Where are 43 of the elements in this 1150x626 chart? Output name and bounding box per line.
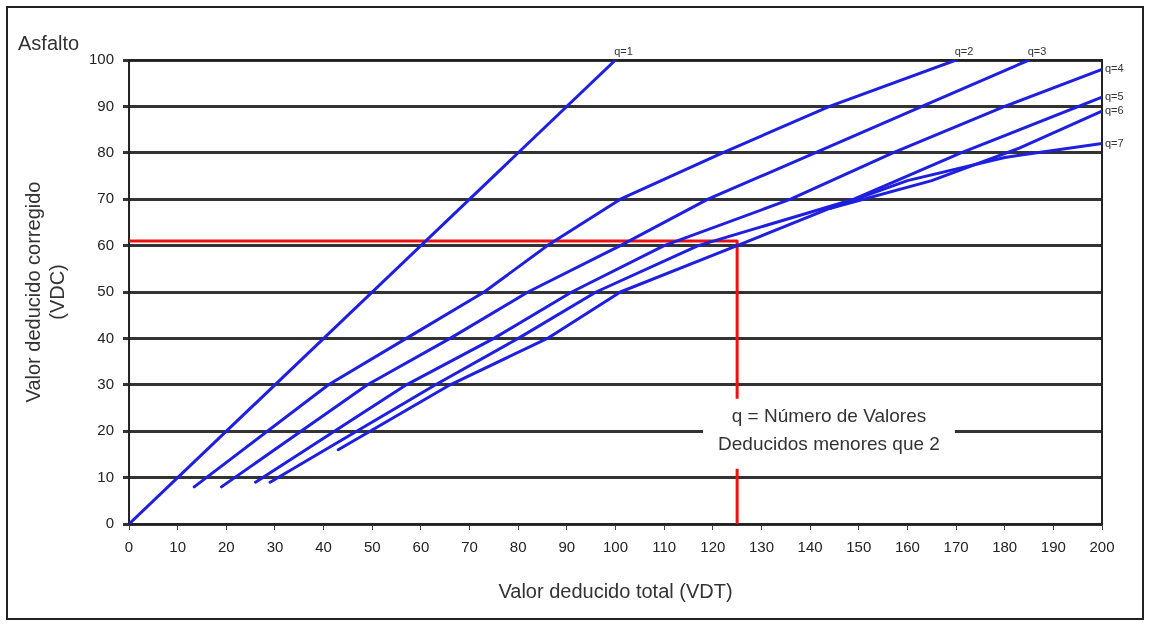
y-tick-label: 60 [97, 235, 115, 253]
series-label: q=3 [1027, 44, 1047, 57]
x-tick-label: 10 [169, 538, 187, 556]
series-label: q=2 [954, 44, 974, 57]
y-tick-label: 30 [97, 374, 115, 392]
y-tick-label: 50 [97, 282, 115, 300]
chart-title: Asfalto [18, 31, 80, 54]
x-tick-label: 150 [846, 538, 872, 556]
x-tick-label: 160 [894, 538, 920, 556]
series-label: q=6 [1105, 104, 1124, 117]
x-tick-label: 0 [124, 538, 134, 556]
series-label: q=5 [1105, 90, 1124, 103]
x-tick-label: 180 [992, 538, 1018, 556]
x-tick-label: 80 [509, 538, 527, 556]
series-label: q=4 [1105, 62, 1124, 75]
x-tick-label: 40 [315, 538, 332, 556]
series-label: q=1 [614, 44, 633, 57]
x-tick-label: 130 [748, 538, 774, 556]
x-tick-label: 100 [603, 538, 629, 556]
x-tick-label: 170 [943, 538, 969, 556]
y-tick-label: 80 [97, 142, 115, 160]
x-tick-label: 200 [1089, 538, 1115, 556]
x-tick-label: 20 [217, 538, 235, 556]
x-axis-title: Valor deducido total (VDT) [498, 579, 733, 602]
x-tick-label: 70 [461, 538, 478, 556]
y-tick-label: 10 [97, 467, 115, 485]
x-tick-label: 110 [652, 538, 677, 556]
y-tick-label: 0 [105, 514, 115, 532]
series-label: q=7 [1105, 136, 1124, 149]
x-tick-label: 140 [797, 538, 823, 556]
x-tick-label: 90 [558, 538, 576, 556]
y-tick-label: 90 [97, 96, 115, 114]
annotation: q = Número de Valores Deducidos menores que 2 [718, 405, 940, 455]
y-tick-label: 70 [97, 189, 115, 207]
x-tick-label: 50 [363, 538, 381, 556]
x-tick-label: 60 [412, 538, 430, 556]
x-tick-label: 190 [1040, 538, 1066, 556]
y-tick-label: 40 [97, 328, 115, 346]
y-tick-label: 100 [89, 50, 115, 68]
x-tick-label: 30 [266, 538, 284, 556]
y-axis-title: Valor deducido corregido (VDC) [21, 181, 68, 403]
y-tick-label: 20 [97, 421, 115, 439]
x-tick-label: 120 [700, 538, 726, 556]
